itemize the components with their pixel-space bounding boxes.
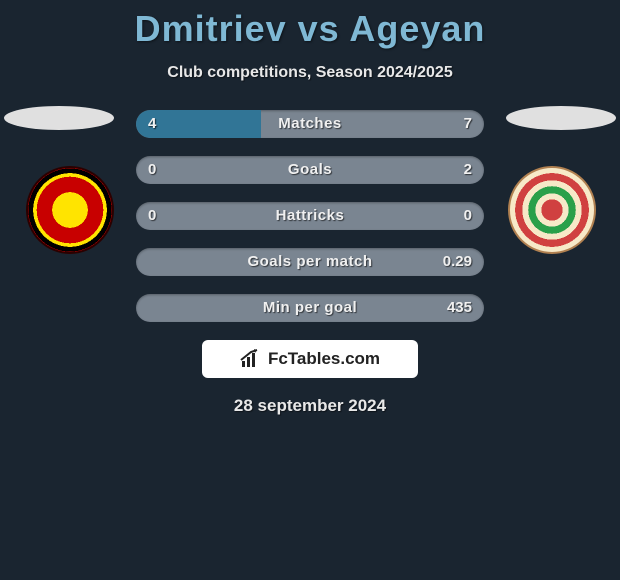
stat-bars: 47Matches 02Goals 00Hattricks 0.29Goals per… [136,110,484,322]
branding-text: FcTables.com [268,349,380,369]
stat-label: Matches [136,110,484,138]
stat-row: 02Goals [136,156,484,184]
left-club-badge [26,166,114,254]
branding-box: FcTables.com [202,340,418,378]
right-club-badge [508,166,596,254]
comparison-area: 47Matches 02Goals 00Hattricks 0.29Goals per… [0,110,620,416]
stat-row: 0.29Goals per match [136,248,484,276]
right-ellipse-shadow [506,106,616,130]
subtitle: Club competitions, Season 2024/2025 [0,64,620,82]
stat-row: 00Hattricks [136,202,484,230]
stat-label: Hattricks [136,202,484,230]
chart-icon [240,349,262,369]
stat-row: 47Matches [136,110,484,138]
stat-label: Goals per match [136,248,484,276]
page-title: Dmitriev vs Ageyan [0,0,620,50]
stat-row: 435Min per goal [136,294,484,322]
left-ellipse-shadow [4,106,114,130]
date-text: 28 september 2024 [0,396,620,416]
stat-label: Min per goal [136,294,484,322]
stat-label: Goals [136,156,484,184]
